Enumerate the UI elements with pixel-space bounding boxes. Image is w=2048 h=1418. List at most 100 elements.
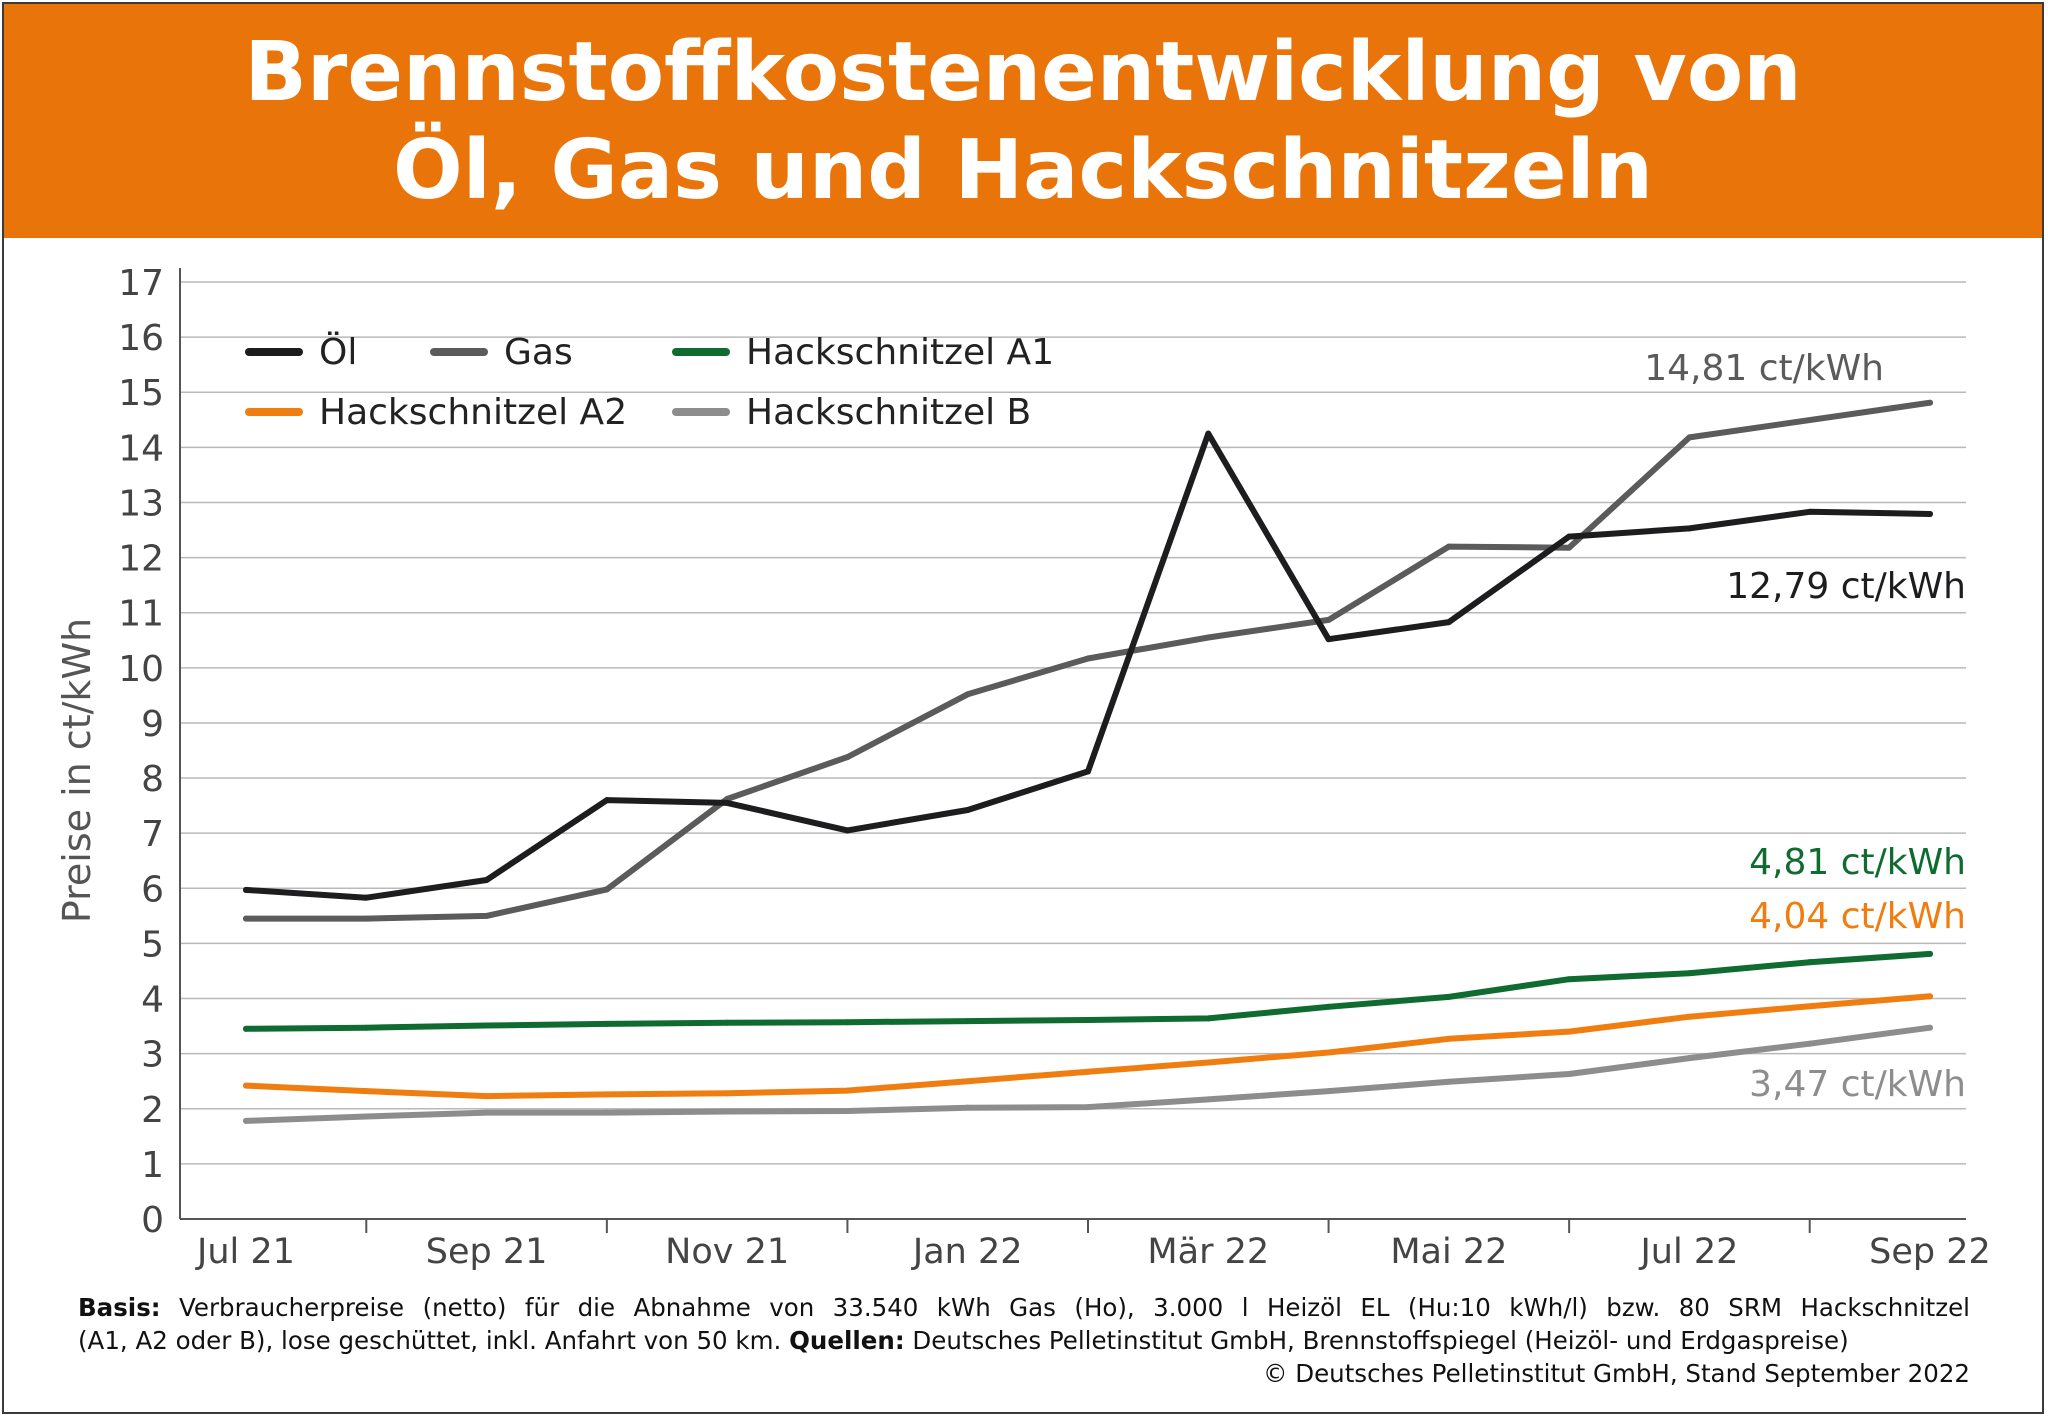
value-annotation: 3,47 ct/kWh: [1749, 1064, 1966, 1105]
legend-label: Hackschnitzel A1: [746, 332, 1054, 373]
data-point: [1325, 616, 1332, 623]
data-point: [1085, 655, 1091, 662]
y-tick-label: 0: [141, 1200, 164, 1241]
data-point: [243, 1082, 249, 1089]
data-point: [1205, 1059, 1212, 1066]
data-point: [964, 1104, 971, 1111]
footer-line-2: (A1, A2 oder B), lose geschüttet, inkl. …: [78, 1324, 1970, 1357]
basis-label: Basis:: [78, 1293, 161, 1322]
x-tick-label: Mai 22: [1390, 1232, 1507, 1272]
data-point: [1686, 1055, 1693, 1062]
x-tick-label: Mär 22: [1147, 1232, 1269, 1272]
value-annotation: 12,79 ct/kWh: [1726, 566, 1966, 607]
y-tick-label: 13: [118, 483, 164, 524]
data-point: [1205, 1015, 1212, 1022]
legend: Öl Gas Hackschnitzel A1 Hackschnitzel A2 Hac…: [245, 331, 1054, 433]
data-point: [844, 754, 851, 761]
y-tick-label: 12: [118, 539, 164, 580]
data-point: [243, 915, 249, 922]
data-point: [1927, 993, 1933, 1000]
value-annotation: 4,04 ct/kWh: [1749, 896, 1966, 937]
data-point: [1205, 1096, 1212, 1103]
data-point: [844, 827, 851, 834]
data-point: [964, 807, 971, 814]
x-tick-label: Jul 22: [1638, 1232, 1738, 1272]
data-point: [483, 1022, 490, 1029]
data-point: [1806, 508, 1813, 515]
data-point: [483, 1109, 490, 1116]
y-tick-label: 10: [118, 649, 164, 690]
y-tick-label: 6: [141, 869, 164, 910]
data-point: [1686, 1013, 1693, 1020]
y-tick-label: 1: [141, 1145, 164, 1186]
x-tick-label: Jan 22: [911, 1232, 1023, 1272]
data-point: [603, 886, 610, 893]
data-point: [483, 877, 490, 884]
y-axis-title: Preise in ct/kWh: [55, 618, 99, 923]
x-tick-label: Sep 22: [1869, 1232, 1991, 1272]
data-point: [603, 1020, 610, 1027]
data-point: [1445, 993, 1452, 1000]
data-point: [1806, 1003, 1813, 1010]
data-point: [483, 1093, 490, 1100]
chart-title: Brennstoffkostenentwicklung von Öl, Gas …: [244, 25, 1802, 218]
data-point: [844, 1107, 851, 1114]
data-point: [1686, 970, 1693, 977]
data-point: [1445, 543, 1452, 550]
sources-label: Quellen:: [789, 1326, 905, 1355]
copyright-note: © Deutsches Pelletinstitut GmbH, Stand S…: [1262, 1359, 1970, 1388]
data-point: [1085, 1017, 1091, 1024]
data-point: [1325, 1088, 1332, 1095]
y-tick-label: 17: [118, 263, 164, 304]
basis-text-1: Verbraucherpreise (netto) für die Abnahm…: [179, 1293, 1970, 1322]
data-point: [243, 1117, 249, 1124]
legend-label: Hackschnitzel A2: [319, 392, 627, 433]
data-point: [844, 1087, 851, 1094]
y-tick-label: 2: [141, 1090, 164, 1131]
basis-text-2: (A1, A2 oder B), lose geschüttet, inkl. …: [78, 1326, 782, 1355]
data-point: [1566, 533, 1573, 540]
title-banner: Brennstoffkostenentwicklung von Öl, Gas …: [4, 4, 2042, 238]
data-point: [1205, 430, 1212, 437]
data-point: [1566, 1028, 1573, 1035]
data-point: [1927, 511, 1933, 518]
data-point: [1445, 619, 1452, 626]
data-point: [483, 912, 490, 919]
legend-label: Öl: [319, 331, 357, 373]
data-point: [243, 1025, 249, 1032]
x-tick-label: Sep 21: [426, 1232, 548, 1272]
x-tick-label: Jul 21: [195, 1232, 295, 1272]
footer-note: Basis: Verbraucherpreise (netto) für die…: [78, 1291, 1970, 1390]
x-tick-label: Nov 21: [665, 1232, 789, 1272]
y-tick-label: 5: [141, 924, 164, 965]
y-tick-label: 7: [141, 814, 164, 855]
data-point: [1085, 1104, 1091, 1111]
data-point: [1445, 1078, 1452, 1085]
y-tick-label: 16: [118, 318, 164, 359]
y-tick-label: 14: [118, 428, 164, 469]
data-point: [243, 886, 249, 893]
data-point: [724, 799, 731, 806]
data-point: [724, 1019, 731, 1026]
data-point: [1686, 525, 1693, 532]
data-point: [363, 915, 370, 922]
data-point: [363, 1024, 370, 1031]
value-annotation: 4,81 ct/kWh: [1749, 842, 1966, 883]
data-point: [964, 1078, 971, 1085]
y-tick-label: 4: [141, 980, 164, 1021]
data-point: [1927, 1024, 1933, 1031]
data-point: [1205, 634, 1212, 641]
data-point: [603, 1091, 610, 1098]
y-tick-label: 15: [118, 373, 164, 414]
data-point: [1445, 1035, 1452, 1042]
series-line-hackschnitzel-a2: [243, 993, 1933, 1100]
data-point: [964, 1018, 971, 1025]
data-point: [363, 894, 370, 901]
y-tick-label: 11: [118, 594, 164, 635]
y-tick-label: 3: [141, 1035, 164, 1076]
data-point: [1566, 1071, 1573, 1078]
data-point: [363, 1113, 370, 1120]
value-annotation: 14,81 ct/kWh: [1644, 348, 1884, 389]
data-point: [1566, 976, 1573, 983]
